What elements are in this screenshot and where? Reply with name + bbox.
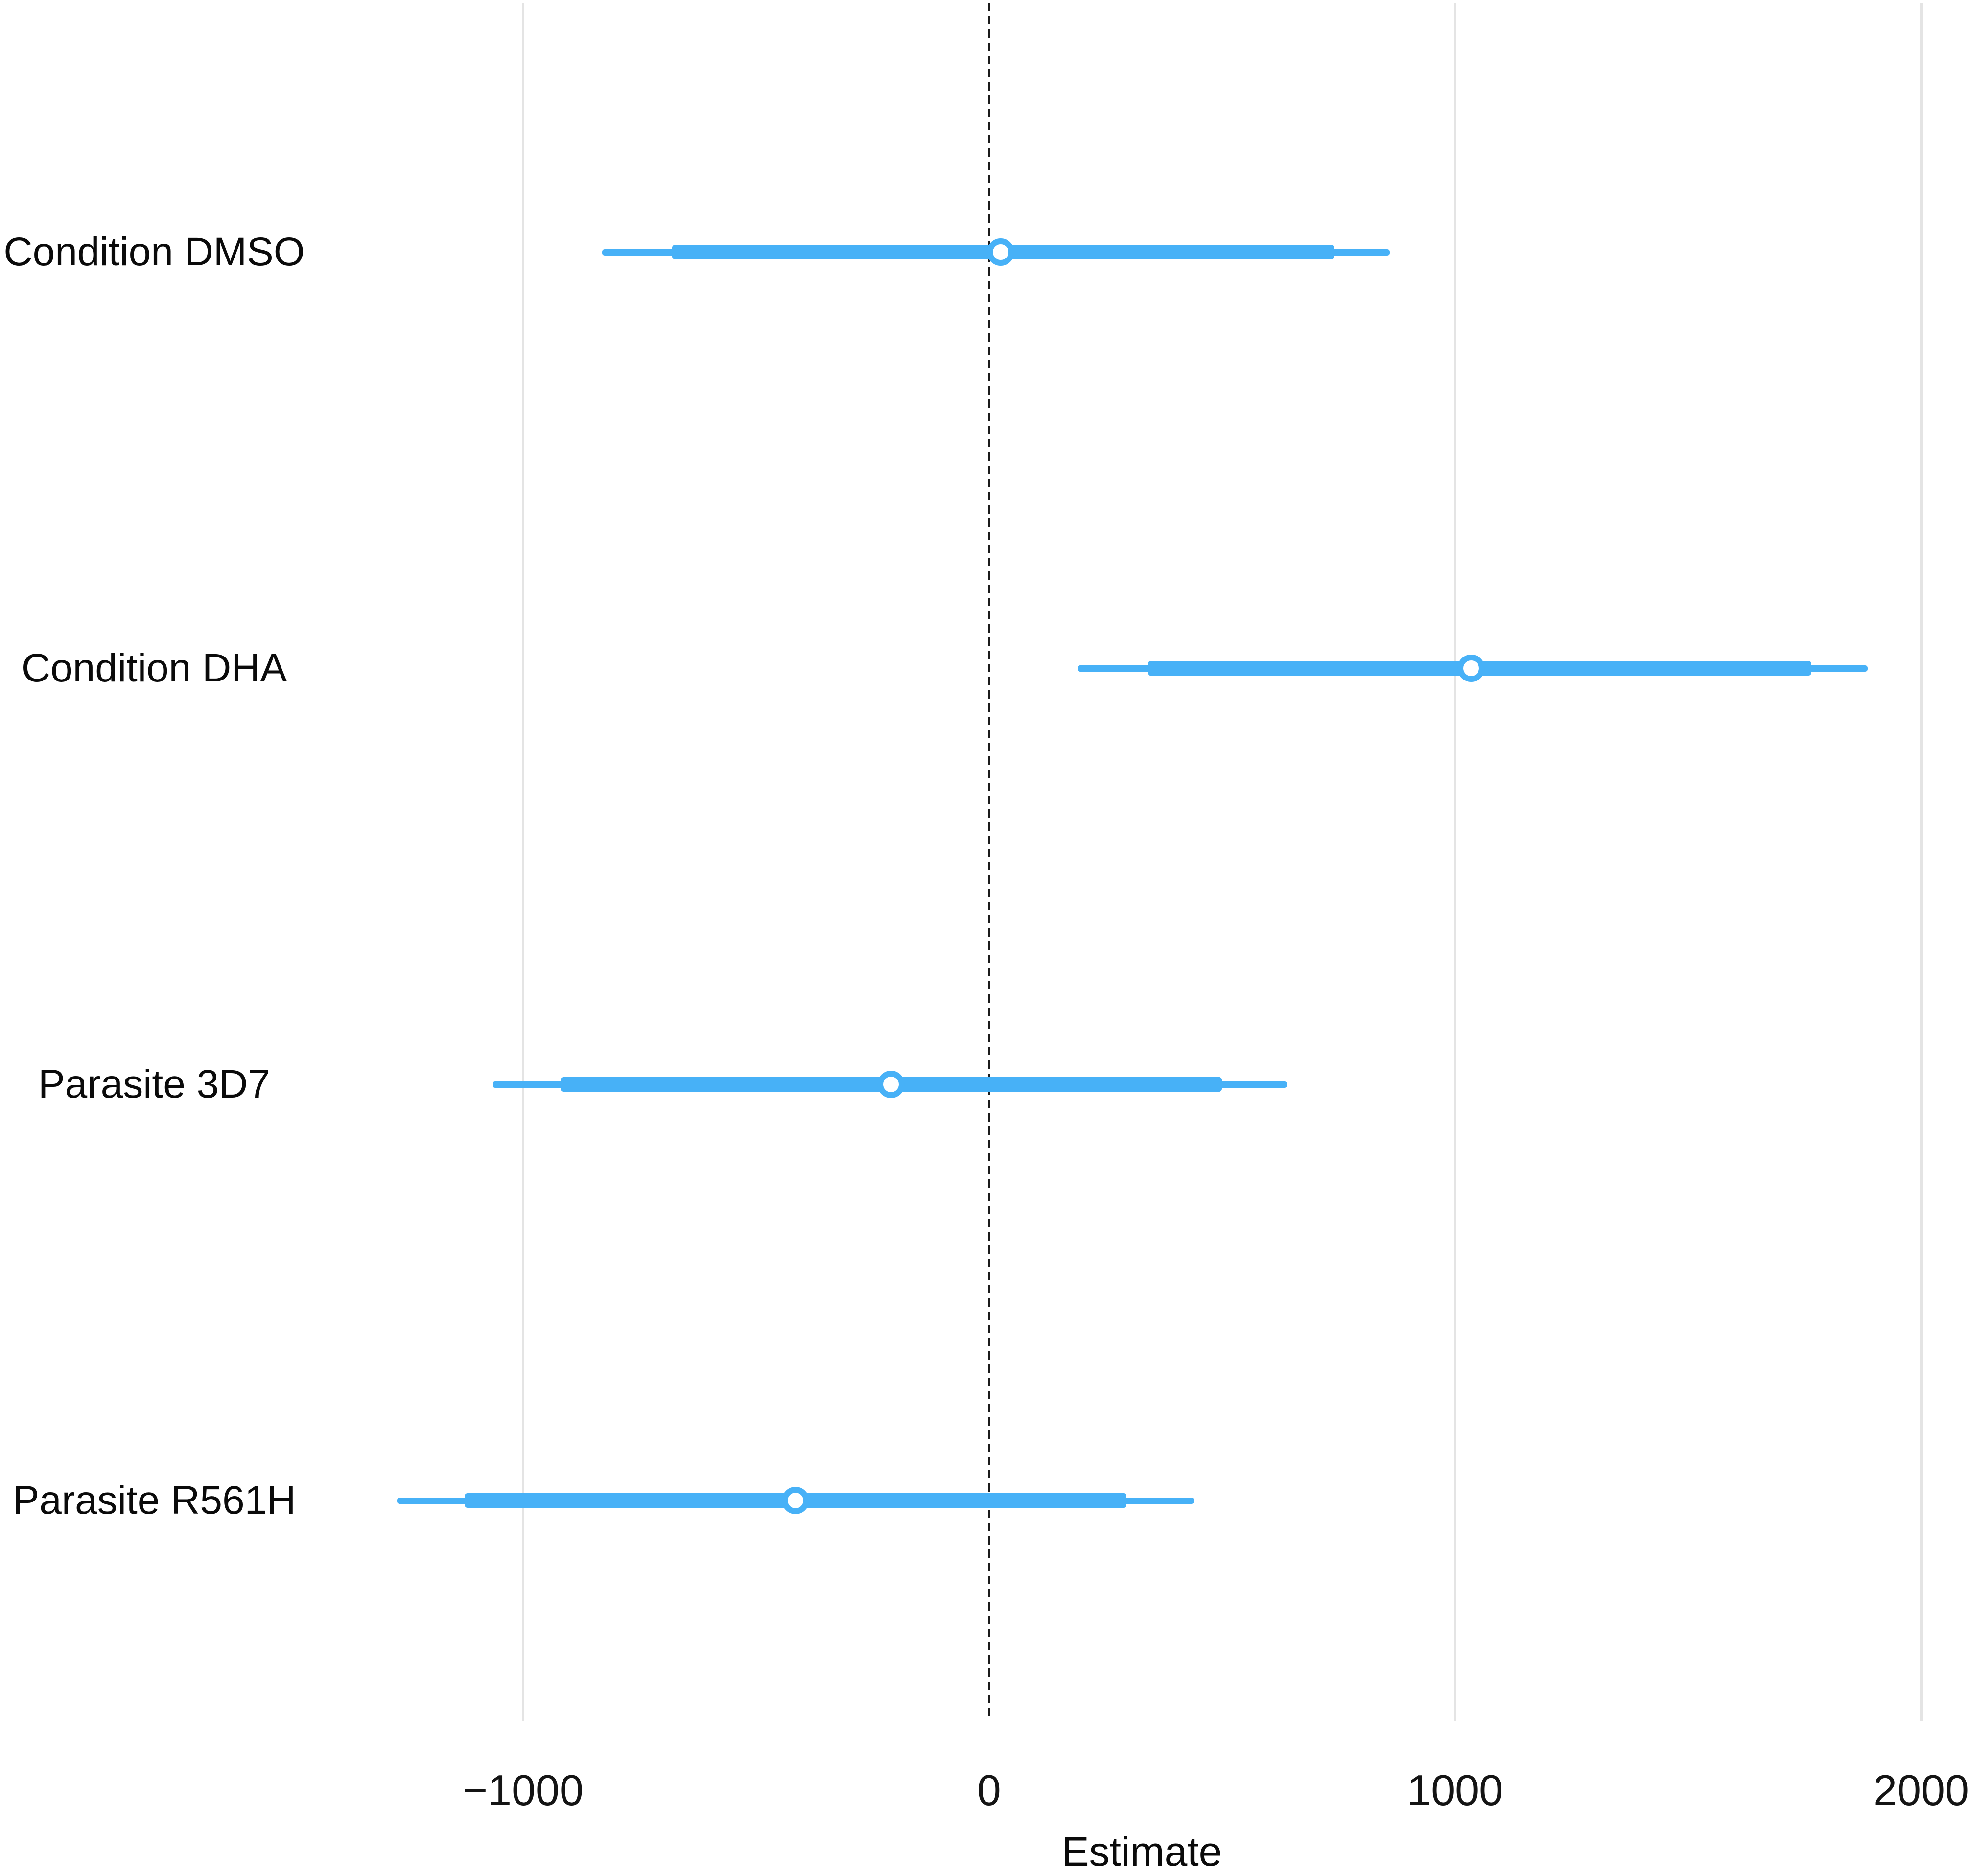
gridline (521, 3, 524, 1721)
category-label: Condition DHA (21, 645, 287, 690)
estimate-point (782, 1487, 810, 1514)
x-tick-label: 1000 (1407, 1766, 1503, 1814)
zero-reference-line (987, 3, 990, 1721)
category-label: Parasite R561H (12, 1477, 296, 1523)
gridline (1454, 3, 1456, 1721)
estimate-point (1457, 655, 1485, 682)
x-axis-title: Estimate (1061, 1829, 1222, 1875)
estimate-point (877, 1071, 905, 1098)
category-label: Parasite 3D7 (38, 1061, 271, 1106)
x-tick-label: 2000 (1873, 1766, 1969, 1814)
category-label: Condition DMSO (3, 229, 305, 274)
x-tick-label: −1000 (462, 1766, 584, 1814)
estimate-point (987, 238, 1015, 266)
gridline (1920, 3, 1923, 1721)
x-tick-label: 0 (977, 1766, 1001, 1814)
